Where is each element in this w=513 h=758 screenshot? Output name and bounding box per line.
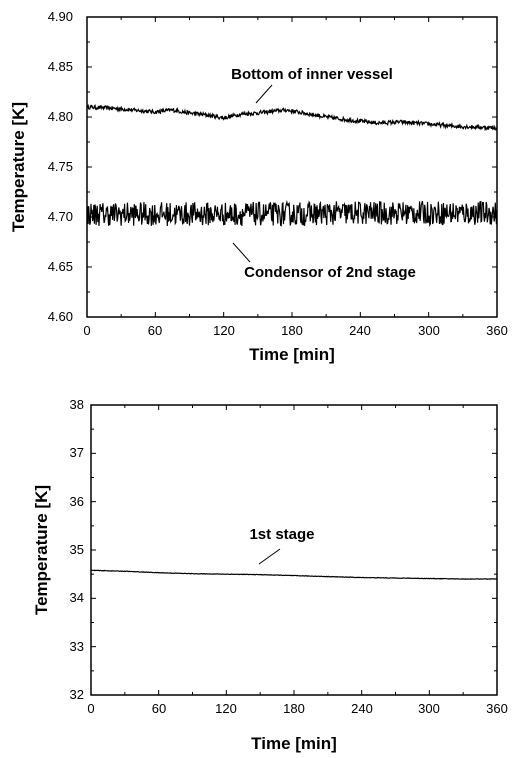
top-y-tick-label: 4.80 [48,109,73,124]
bottom-x-tick-labels: 0 60 120 180 240 300 360 [87,701,507,716]
bottom-x-tick-label: 120 [215,701,237,716]
top-x-tick-label: 300 [418,323,440,338]
top-y-tick-label: 4.75 [48,159,73,174]
bottom-tick-marks [90,404,498,696]
top-y-tick-labels: 4.90 4.85 4.80 4.75 4.70 4.65 4.60 [48,9,73,324]
top-x-tick-label: 60 [148,323,162,338]
bottom-x-tick-label: 360 [486,701,508,716]
top-tick-marks [86,16,498,318]
top-annotation-leader-1 [255,84,273,104]
bottom-y-axis-label: Temperature [K] [32,485,51,615]
top-panel: 4.90 4.85 4.80 4.75 4.70 4.65 4.60 0 60 … [9,9,508,364]
top-x-tick-label: 0 [83,323,90,338]
top-y-axis-label: Temperature [K] [9,102,28,232]
bottom-y-tick-label: 32 [70,687,84,702]
top-x-tick-label: 360 [486,323,508,338]
bottom-y-tick-label: 33 [70,639,84,654]
bottom-x-axis-label: Time [min] [251,734,337,753]
top-series-line-2 [86,199,498,227]
top-annotation-condensor: Condensor of 2nd stage [244,264,416,281]
top-x-tick-label: 180 [281,323,303,338]
top-y-tick-label: 4.65 [48,259,73,274]
bottom-y-tick-label: 35 [70,542,84,557]
top-series-lines [86,103,498,227]
bottom-series-line-1 [90,569,498,580]
bottom-x-tick-label: 300 [418,701,440,716]
top-y-tick-label: 4.85 [48,59,73,74]
top-annotation-bottom-vessel: Bottom of inner vessel [231,66,393,83]
bottom-annotation-first-stage: 1st stage [249,526,314,543]
bottom-x-tick-label: 0 [87,701,94,716]
top-x-tick-label: 240 [349,323,371,338]
bottom-x-tick-label: 60 [152,701,166,716]
bottom-panel: 38 37 36 35 34 33 32 0 60 120 180 240 30… [32,397,508,753]
top-x-tick-label: 120 [213,323,235,338]
top-y-tick-label: 4.90 [48,9,73,24]
top-series-line-1 [86,103,498,132]
bottom-y-tick-label: 36 [70,494,84,509]
bottom-y-tick-label: 38 [70,397,84,412]
top-y-tick-label: 4.70 [48,209,73,224]
top-y-tick-label: 4.60 [48,309,73,324]
bottom-x-tick-label: 240 [351,701,373,716]
bottom-x-tick-label: 180 [283,701,305,716]
bottom-series-lines [90,569,498,580]
top-x-tick-labels: 0 60 120 180 240 300 360 [83,323,507,338]
bottom-y-tick-label: 34 [70,590,84,605]
bottom-y-tick-label: 37 [70,445,84,460]
top-x-axis-label: Time [min] [249,345,335,364]
bottom-y-tick-labels: 38 37 36 35 34 33 32 [70,397,84,702]
bottom-annotation-leader [258,548,281,565]
top-annotation-leader-2 [232,242,251,263]
bottom-plot-frame [90,404,498,696]
